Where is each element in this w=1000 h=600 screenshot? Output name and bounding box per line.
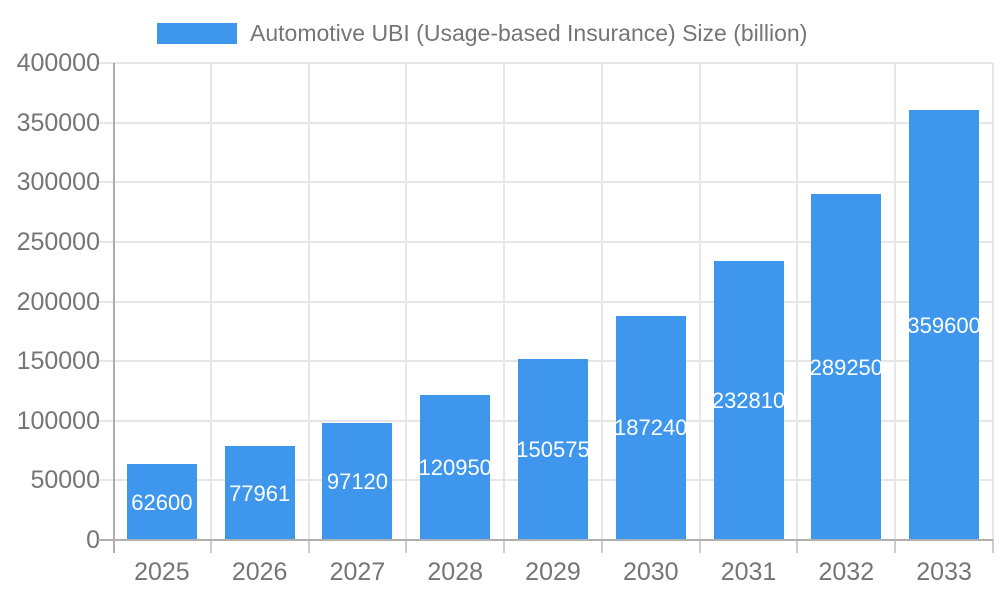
x-axis-tick-label: 2031 [720,558,777,586]
x-axis-tick [992,540,994,553]
bar-value-label: 289250 [809,354,884,380]
x-axis-tick [796,540,799,553]
bar-2027[interactable] [322,423,393,539]
y-axis-tick-label: 200000 [16,287,100,316]
gridline-vertical [307,63,310,540]
y-axis-tick-label: 250000 [16,227,100,256]
y-axis-tick-label: 350000 [16,108,100,137]
x-axis-tick [307,540,310,553]
y-axis-tick-label: 400000 [16,49,100,77]
bar-value-label: 120950 [418,454,492,480]
y-axis-tick-label: 50000 [30,466,100,495]
x-axis-tick [209,540,212,553]
bar-value-label: 232810 [711,388,786,414]
bar-2026[interactable] [224,446,295,539]
bar-value-label: 62600 [131,489,193,515]
gridline-vertical [503,63,506,540]
gridline-horizontal [98,240,993,243]
plot-area: 62600 77961 97120 120950 150575 187240 232810 2… [98,62,994,553]
gridline-vertical [992,63,994,540]
gridline-vertical [209,63,212,540]
bar-2032[interactable] [811,194,882,539]
gridline-horizontal [98,62,993,64]
gridline-horizontal [98,300,993,303]
bar-2028[interactable] [420,394,491,539]
bar-2033[interactable] [909,110,980,539]
bar-2025[interactable] [126,464,197,539]
x-axis-tick [894,540,897,553]
x-axis-tick-label: 2026 [231,558,288,586]
bar-value-label: 77961 [229,480,291,506]
x-axis-tick-label: 2025 [134,558,190,586]
x-axis-tick-label: 2029 [525,558,581,586]
y-axis-tick-label: 100000 [16,406,100,435]
x-axis-tick [503,540,506,553]
x-axis-tick-label: 2032 [818,558,875,586]
gridline-vertical [600,63,603,540]
y-axis-line [113,63,115,553]
x-axis-tick-label: 2030 [622,558,679,586]
x-axis-tick [698,540,701,553]
gridline-vertical [894,63,897,540]
bar-2031[interactable] [713,261,784,539]
legend-label: Automotive UBI (Usage-based Insurance) S… [250,20,808,46]
x-axis-tick-label: 2027 [329,558,386,586]
y-axis-tick-label: 300000 [16,168,100,197]
legend-swatch [157,23,237,44]
gridline-horizontal [98,121,993,124]
x-axis-tick-label: 2033 [916,558,972,586]
bar-value-label: 187240 [614,415,688,441]
gridline-vertical [796,63,799,540]
bar-value-label: 150575 [516,437,590,463]
bar-2030[interactable] [615,315,686,539]
x-axis-line [98,539,993,541]
gridline-horizontal [98,181,993,184]
bar-2029[interactable] [518,359,588,539]
bar-value-label: 359600 [907,312,981,338]
legend-item[interactable]: Automotive UBI (Usage-based Insurance) S… [157,20,807,47]
gridline-vertical [405,63,408,540]
x-axis-tick-label: 2028 [427,558,484,586]
y-axis-tick-label: 150000 [16,347,100,376]
gridline-vertical [698,63,701,540]
y-axis-tick-label: 0 [86,526,100,554]
x-axis-tick [600,540,603,553]
bar-value-label: 97120 [326,469,389,495]
x-axis-tick [405,540,408,553]
